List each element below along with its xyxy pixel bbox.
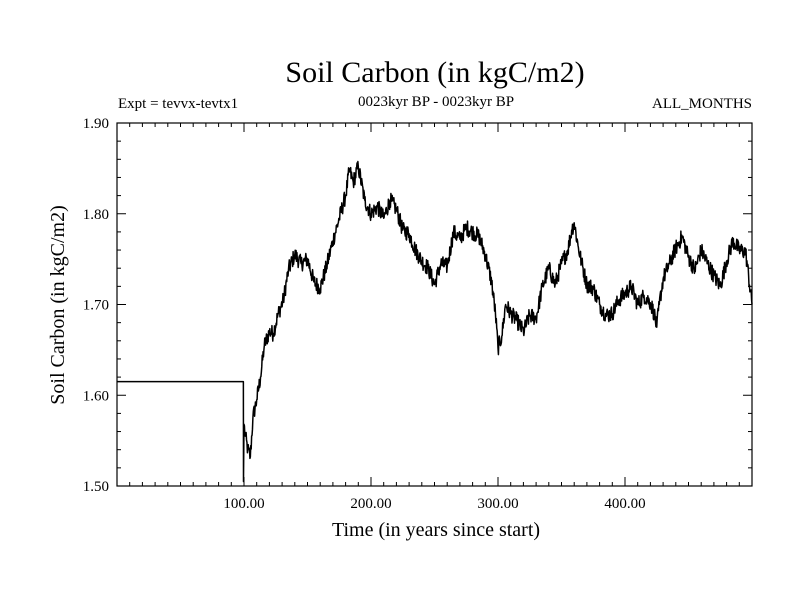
y-tick-label: 1.60 xyxy=(83,388,109,404)
plot-frame xyxy=(116,122,753,487)
y-tick-label: 1.70 xyxy=(83,298,109,314)
x-tick-label: 400.00 xyxy=(604,496,645,512)
y-axis-title: Soil Carbon (in kgC/m2) xyxy=(47,205,69,404)
months-label: ALL_MONTHS xyxy=(652,96,752,112)
period-label: 0023kyr BP - 0023kyr BP xyxy=(358,94,514,110)
chart-title: Soil Carbon (in kgC/m2) xyxy=(285,56,584,89)
axis-ticks: 100.00 200.00 300.00 400.00 1.50 1.60 1.70 1.80… xyxy=(83,116,752,512)
x-tick-label: 100.00 xyxy=(223,496,264,512)
x-tick-label: 200.00 xyxy=(350,496,391,512)
x-tick-label: 300.00 xyxy=(477,496,518,512)
y-tick-label: 1.80 xyxy=(83,207,109,223)
series-line xyxy=(117,160,753,483)
experiment-label: Expt = tevvx-tevtx1 xyxy=(118,96,238,112)
y-tick-label: 1.50 xyxy=(83,479,109,495)
series-layer xyxy=(117,160,753,483)
x-axis-title: Time (in years since start) xyxy=(332,519,540,541)
y-tick-label: 1.90 xyxy=(83,116,109,132)
